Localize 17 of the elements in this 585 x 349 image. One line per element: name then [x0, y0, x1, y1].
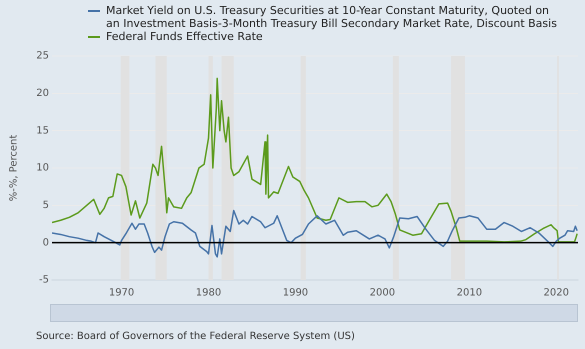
x-tick-label: 1980 [196, 288, 222, 299]
y-tick-label: -5 [39, 274, 49, 286]
y-tick-label: 10 [36, 162, 49, 174]
x-tick-label: 2010 [456, 288, 482, 299]
x-tick-label: 1970 [108, 288, 134, 299]
y-tick-label: 0 [42, 237, 49, 248]
y-tick-label: 5 [42, 200, 49, 211]
y-tick-label: 20 [36, 88, 49, 99]
x-tick-label: 2020 [544, 288, 569, 299]
legend-label: Federal Funds Effective Rate [106, 30, 263, 43]
y-axis-title: %-%, Percent [8, 134, 20, 202]
source-note: Source: Board of Governors of the Federal Reserve System (US) [36, 331, 355, 342]
x-tick-label: 1990 [282, 288, 308, 299]
y-tick-label: 25 [36, 50, 49, 62]
x-tick-label: 2000 [370, 288, 396, 299]
y-tick-label: 15 [36, 125, 49, 136]
legend-label: Market Yield on U.S. Treasury Securities at 10-Year Constant Maturity, Quoted on an Investment Basis-3-Month Treasury Bill Secondary Market Rate, Discount Basis [106, 4, 558, 30]
